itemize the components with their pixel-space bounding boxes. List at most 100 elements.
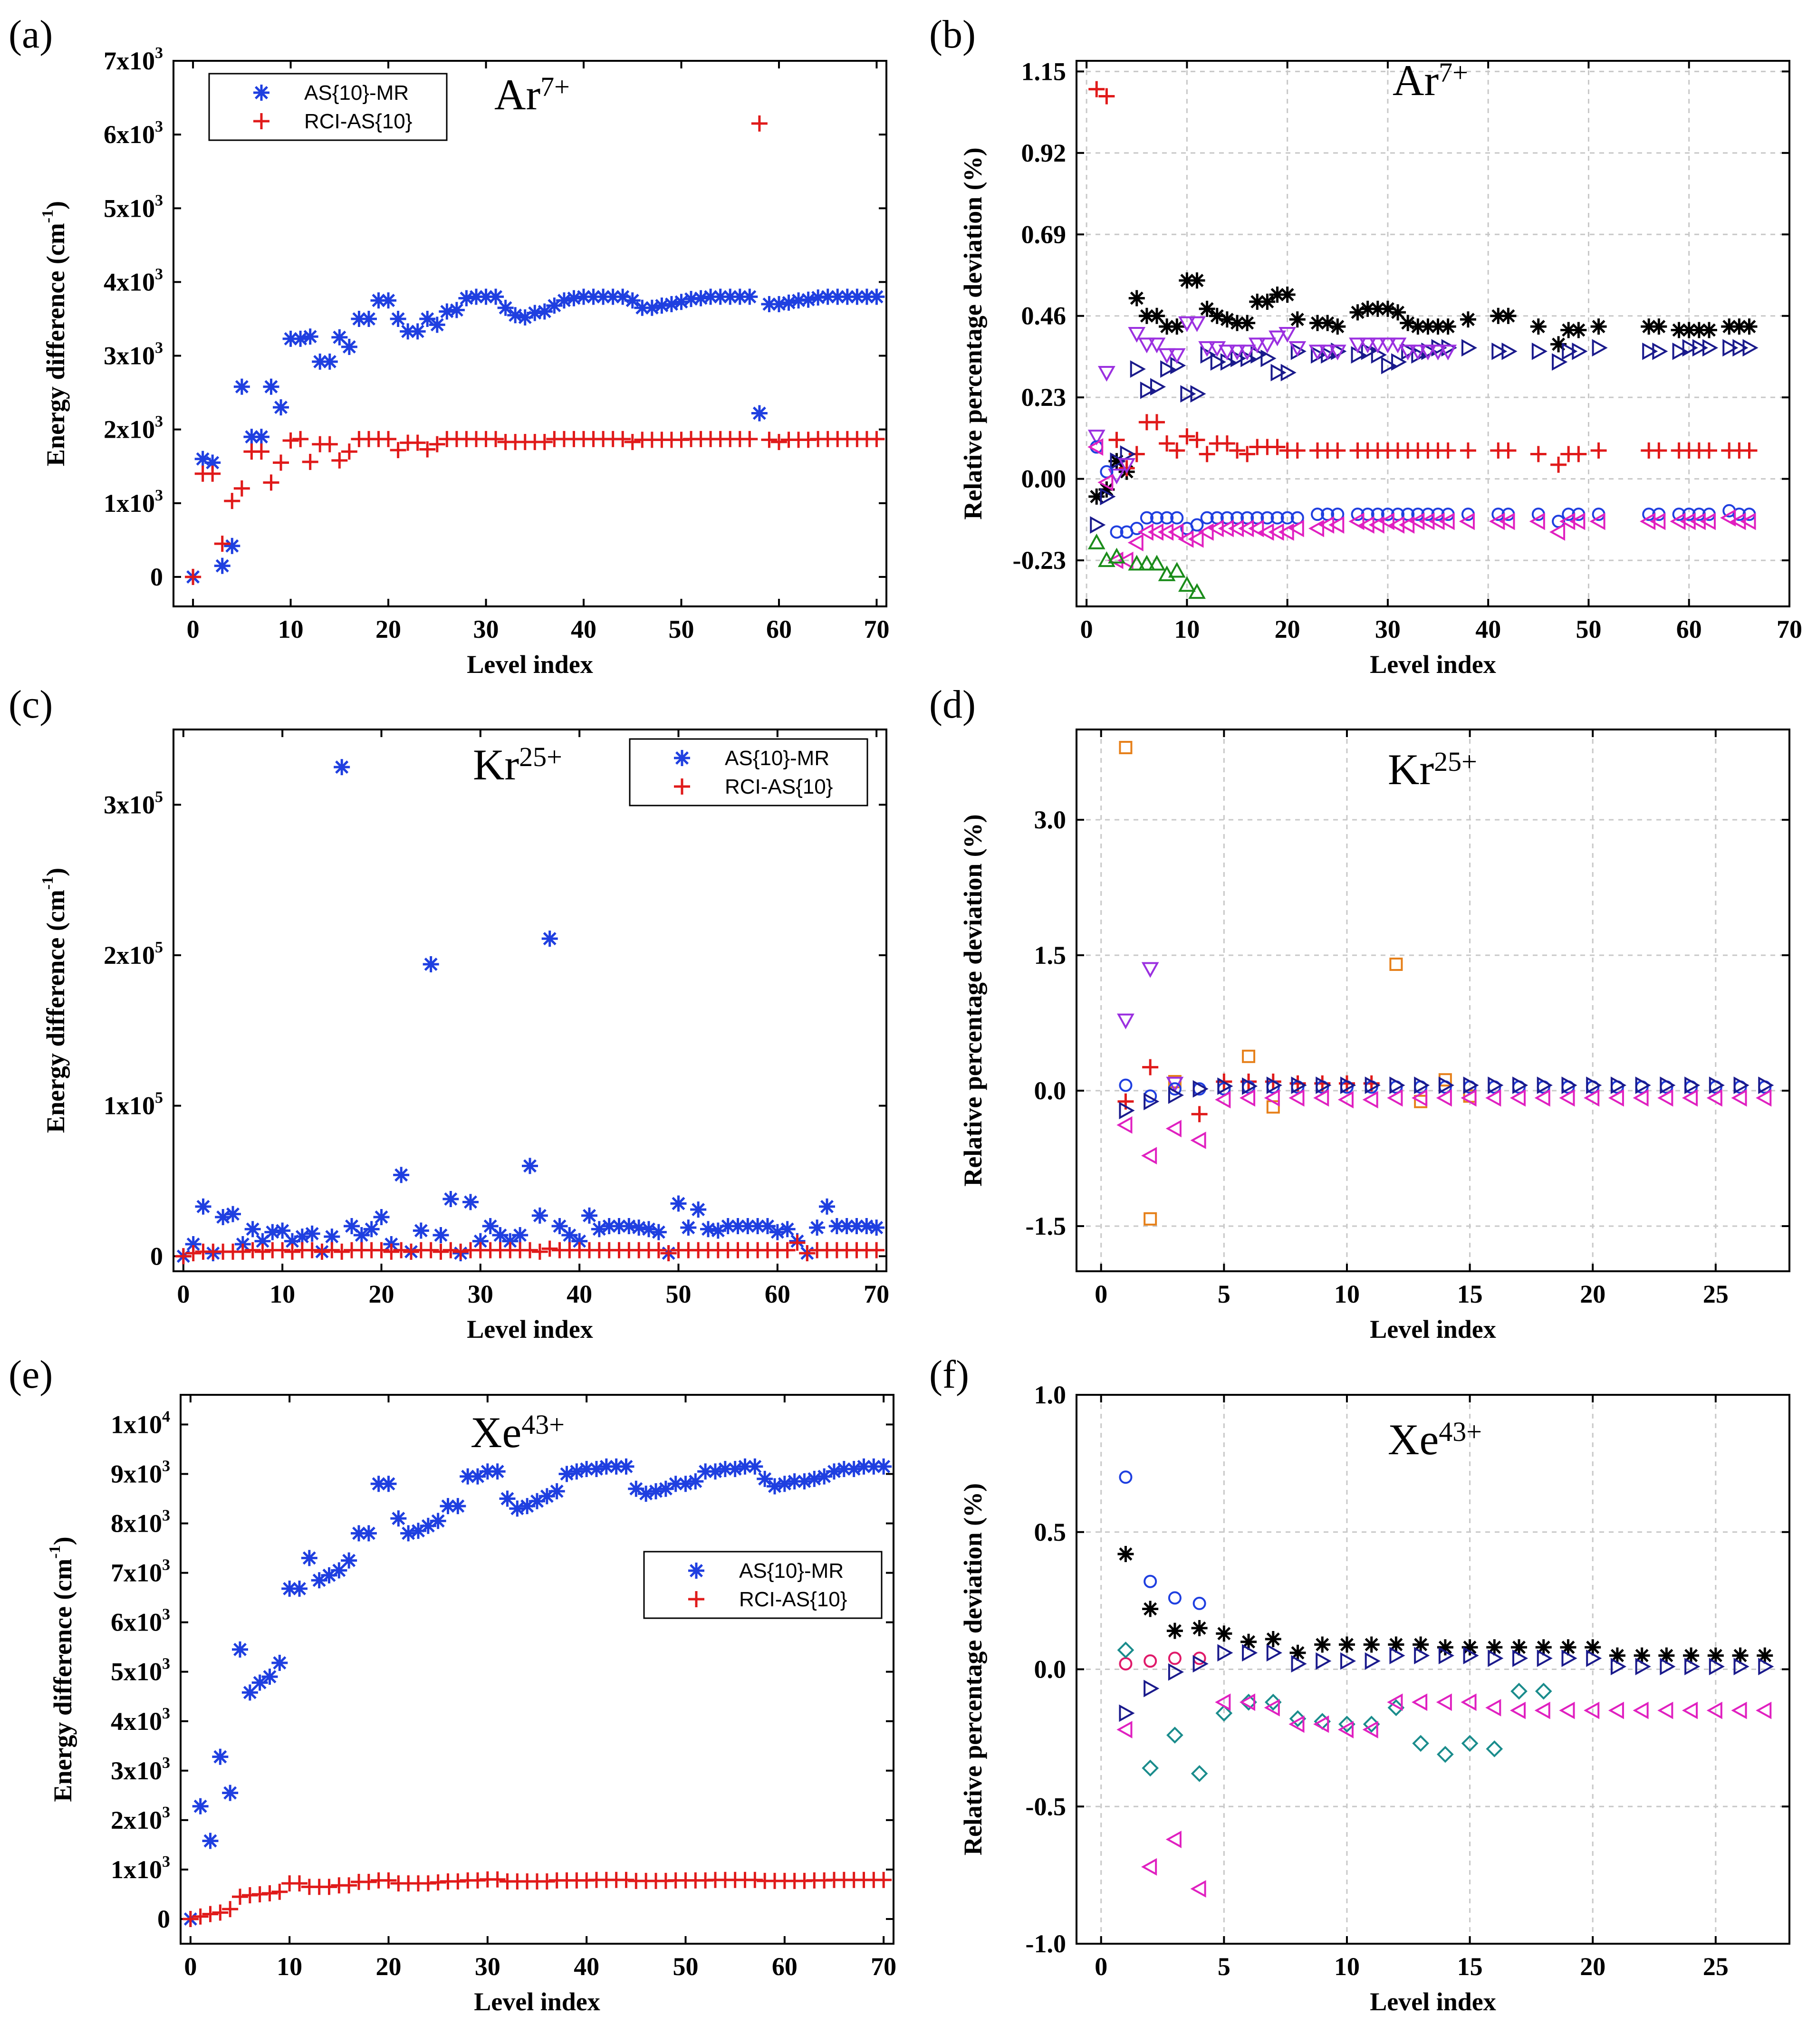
data-point bbox=[304, 1242, 320, 1258]
data-point bbox=[1117, 1641, 1134, 1659]
data-point bbox=[522, 1158, 538, 1174]
data-point bbox=[1436, 1693, 1452, 1711]
data-point bbox=[1288, 1089, 1305, 1107]
legend-marker bbox=[253, 85, 269, 101]
x-tick-label: 40 bbox=[571, 615, 596, 643]
y-tick-label: 6x103 bbox=[111, 1606, 170, 1637]
data-point bbox=[1709, 1076, 1725, 1094]
data-point bbox=[868, 288, 885, 305]
data-point bbox=[747, 1458, 763, 1475]
x-axis: 0 5 10 15 20 25 bbox=[1095, 1395, 1729, 1981]
data-point bbox=[204, 465, 221, 482]
data-point bbox=[185, 568, 202, 585]
data-point bbox=[741, 288, 758, 305]
data-point bbox=[1279, 287, 1296, 303]
y-tick-label: 0.00 bbox=[1021, 465, 1067, 493]
panel-label: (d) bbox=[929, 682, 976, 727]
data-point bbox=[1732, 339, 1749, 357]
data-point bbox=[541, 931, 558, 947]
data-point bbox=[1189, 272, 1205, 289]
data-point bbox=[1288, 341, 1307, 357]
data-point bbox=[1178, 530, 1194, 548]
y-axis-title: Relative percentage deviation (%) bbox=[959, 1483, 987, 1855]
data-point bbox=[875, 1458, 892, 1475]
data-point bbox=[1248, 519, 1264, 537]
data-point bbox=[192, 1908, 209, 1925]
y-tick-label: 0.92 bbox=[1021, 139, 1067, 167]
gridlines bbox=[1077, 729, 1789, 1271]
data-point bbox=[225, 1206, 241, 1222]
data-point bbox=[1260, 511, 1274, 525]
y-tick-label: 0.23 bbox=[1021, 383, 1067, 412]
data-point bbox=[1635, 1076, 1651, 1094]
data-point bbox=[1570, 446, 1587, 462]
x-tick-label: 25 bbox=[1703, 1280, 1729, 1308]
data-point bbox=[1130, 522, 1144, 535]
data-point bbox=[1439, 345, 1457, 361]
data-point bbox=[1314, 1636, 1331, 1653]
data-point bbox=[1269, 330, 1286, 346]
data-point bbox=[1537, 1076, 1553, 1094]
data-point bbox=[1610, 1658, 1627, 1676]
data-point bbox=[722, 288, 739, 305]
data-point bbox=[321, 353, 338, 370]
plot-frame bbox=[180, 1394, 894, 1945]
data-point bbox=[1399, 345, 1417, 361]
data-point bbox=[558, 1466, 575, 1482]
y-tick-label: -0.23 bbox=[1013, 546, 1066, 575]
data-point bbox=[1169, 442, 1185, 459]
data-point bbox=[1535, 1682, 1552, 1700]
data-point bbox=[1288, 1715, 1305, 1733]
data-point bbox=[1463, 1647, 1479, 1665]
x-axis-title: Level index bbox=[474, 1987, 600, 2016]
data-point bbox=[1097, 366, 1115, 382]
data-point bbox=[1670, 512, 1686, 530]
data-point bbox=[634, 299, 651, 316]
data-point bbox=[423, 956, 439, 972]
y-tick-label: 5x103 bbox=[104, 192, 163, 222]
x-tick-label: 10 bbox=[277, 1952, 302, 1981]
data-point bbox=[578, 1461, 595, 1478]
data-point bbox=[1389, 1076, 1405, 1094]
data-point bbox=[1138, 555, 1156, 571]
data-point bbox=[1561, 1076, 1577, 1094]
data-point bbox=[314, 1243, 330, 1260]
data-point bbox=[499, 1490, 516, 1507]
data-point bbox=[1701, 442, 1717, 459]
data-point bbox=[324, 1228, 340, 1245]
legend-entry: RCI-AS{10} bbox=[304, 110, 412, 133]
data-point bbox=[1266, 1076, 1282, 1094]
data-point bbox=[192, 1798, 209, 1814]
data-point bbox=[409, 323, 426, 340]
data-point bbox=[1116, 1116, 1133, 1134]
data-point bbox=[1635, 1658, 1651, 1676]
data-point bbox=[1537, 1650, 1553, 1667]
data-point bbox=[1399, 516, 1415, 534]
data-point bbox=[1242, 1049, 1256, 1063]
data-point bbox=[1500, 442, 1517, 459]
panel-label: (f) bbox=[929, 1353, 969, 1397]
data-point bbox=[1440, 318, 1456, 335]
data-point bbox=[1259, 293, 1276, 310]
y-axis: 0 1x103 2x103 3x103 4x103 5x103 6x103 7x103 8x10… bbox=[111, 1408, 894, 1933]
data-point bbox=[1098, 88, 1115, 105]
data-point bbox=[1141, 962, 1159, 978]
data-point bbox=[809, 1219, 826, 1236]
data-point bbox=[1268, 523, 1284, 541]
data-point bbox=[1414, 1076, 1430, 1094]
data-point bbox=[531, 1207, 548, 1224]
data-point bbox=[1238, 345, 1256, 361]
data-point bbox=[1087, 533, 1105, 549]
data-point bbox=[233, 480, 250, 497]
data-point bbox=[1633, 1701, 1649, 1719]
data-point bbox=[1409, 512, 1425, 530]
data-point bbox=[1087, 438, 1104, 456]
data-point bbox=[1264, 1699, 1280, 1717]
data-point bbox=[1264, 1693, 1282, 1711]
legend-entry: RCI-AS{10} bbox=[725, 775, 833, 798]
data-point bbox=[390, 1510, 407, 1527]
series-AS{10}-MR bbox=[185, 288, 885, 585]
data-point bbox=[581, 1207, 597, 1224]
data-point bbox=[650, 1242, 667, 1258]
chart-panel-d: 0 5 10 15 20 25 -1.5 0.0 1.5 3.0 Level index Relati… bbox=[929, 682, 1790, 1343]
